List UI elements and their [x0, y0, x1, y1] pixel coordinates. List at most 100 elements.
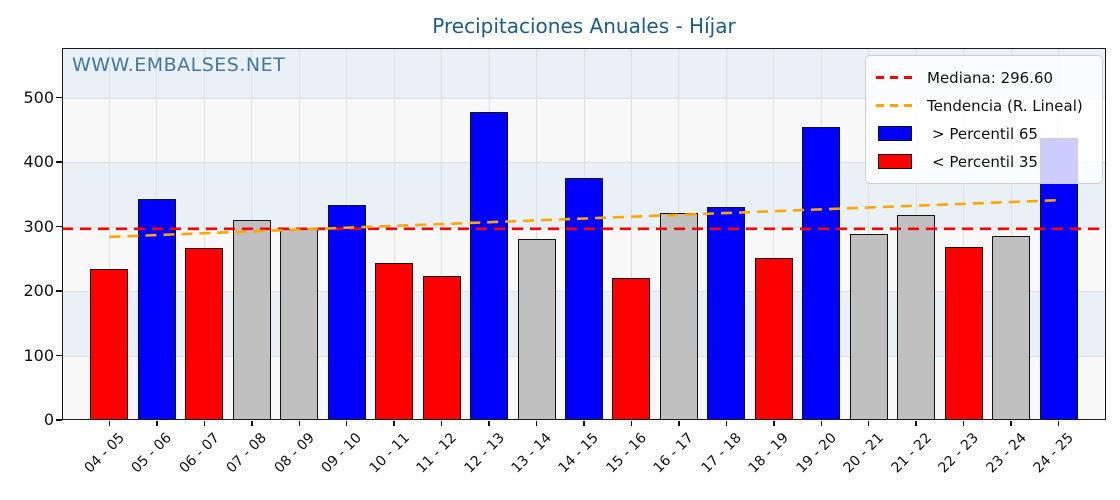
- x-tick-label: 08 - 09: [271, 430, 318, 477]
- x-tick-label: 05 - 06: [128, 430, 176, 477]
- x-tick: [108, 421, 111, 426]
- x-tick-label: 18 - 19: [745, 430, 793, 477]
- y-tick: [56, 161, 62, 163]
- x-tick-label: 14 - 15: [555, 430, 603, 477]
- x-tick: [203, 421, 206, 426]
- legend-rect-swatch: [878, 154, 912, 169]
- x-tick: [393, 421, 395, 426]
- v-gridline: [108, 48, 110, 420]
- v-gridline: [536, 48, 538, 420]
- bar-18-19: [754, 257, 793, 420]
- bar-22-23: [944, 247, 983, 420]
- legend-label: Tendencia (R. Lineal): [927, 96, 1083, 115]
- x-tick: [346, 421, 348, 426]
- x-tick: [535, 421, 538, 426]
- x-tick: [251, 421, 253, 426]
- y-tick-label: 100: [23, 345, 54, 365]
- v-gridline: [773, 48, 775, 420]
- x-tick: [820, 421, 822, 426]
- bar-04-05: [90, 268, 129, 420]
- legend-label: < Percentil 35: [932, 152, 1038, 171]
- v-gridline: [963, 48, 965, 420]
- y-tick: [56, 354, 62, 357]
- y-tick-label: 0: [43, 410, 54, 429]
- y-tick-label: 300: [23, 216, 54, 236]
- v-gridline: [1010, 48, 1012, 420]
- x-tick-label: 07 - 08: [223, 430, 271, 477]
- bar-11-12: [422, 275, 461, 420]
- trend-line: [109, 198, 1059, 239]
- legend-item: < Percentil 35: [876, 150, 1092, 173]
- chart-title: Precipitaciones Anuales - Híjar: [432, 14, 736, 38]
- y-tick: [56, 96, 62, 99]
- x-tick-label: 11 - 12: [413, 430, 460, 477]
- x-tick: [962, 421, 965, 426]
- x-tick-label: 09 - 10: [318, 430, 366, 477]
- bar-08-09: [280, 229, 319, 420]
- x-tick: [868, 421, 870, 426]
- y-tick-label: 200: [23, 281, 54, 301]
- x-tick: [583, 421, 585, 426]
- x-tick: [773, 421, 775, 426]
- plot-area: WWW.EMBALSES.NET Mediana: 296.60 Tendenci…: [62, 48, 1106, 420]
- bar-16-17: [659, 213, 698, 420]
- legend-rect-swatch: [878, 126, 912, 141]
- bar-09-10: [327, 205, 366, 420]
- bar-06-07: [185, 247, 224, 420]
- x-tick-label: 15 - 16: [603, 430, 650, 477]
- x-tick: [1010, 421, 1012, 426]
- x-tick-label: 16 - 17: [650, 430, 698, 477]
- legend-item: Tendencia (R. Lineal): [876, 94, 1092, 117]
- bar-13-14: [517, 239, 556, 420]
- bar-20-21: [849, 233, 888, 420]
- legend: Mediana: 296.60 Tendencia (R. Lineal) > Pe…: [865, 55, 1103, 184]
- watermark-text: WWW.EMBALSES.NET: [72, 54, 286, 76]
- bar-17-18: [707, 206, 746, 420]
- x-tick-label: 20 - 21: [840, 430, 888, 477]
- x-tick: [630, 421, 633, 426]
- legend-label: > Percentil 65: [932, 124, 1038, 143]
- x-tick-label: 12 - 13: [461, 430, 508, 477]
- x-tick-label: 24 - 25: [1030, 430, 1077, 477]
- legend-item: > Percentil 65: [876, 122, 1092, 145]
- bar-07-08: [232, 219, 271, 420]
- x-tick-label: 21 - 22: [888, 430, 935, 477]
- y-tick: [56, 225, 62, 228]
- x-tick-label: 23 - 24: [983, 430, 1030, 477]
- bar-24-25: [1039, 138, 1078, 420]
- x-tick-label: 19 - 20: [793, 430, 840, 477]
- bar-15-16: [612, 277, 651, 420]
- x-tick: [440, 421, 443, 426]
- legend-dash-swatch: [876, 104, 914, 107]
- x-tick-label: 04 - 05: [81, 430, 128, 477]
- v-gridline: [630, 48, 632, 420]
- x-tick-label: 06 - 07: [176, 430, 223, 477]
- bar-23-24: [992, 235, 1031, 420]
- x-tick: [488, 421, 490, 426]
- x-tick: [915, 421, 917, 426]
- x-tick: [156, 421, 158, 426]
- bar-12-13: [470, 112, 509, 420]
- x-tick: [298, 421, 300, 426]
- y-tick-label: 500: [23, 87, 54, 107]
- y-tick: [56, 290, 62, 292]
- x-tick: [678, 421, 680, 426]
- bar-21-22: [897, 214, 936, 420]
- x-tick-label: 17 - 18: [698, 430, 745, 477]
- x-tick-label: 10 - 11: [366, 430, 413, 477]
- y-tick: [56, 419, 62, 421]
- v-gridline: [393, 48, 395, 420]
- x-tick-label: 22 - 23: [935, 430, 982, 477]
- reference-lines-layer: [62, 198, 1106, 239]
- x-tick: [1057, 421, 1060, 426]
- x-tick: [725, 421, 728, 426]
- v-gridline: [441, 48, 443, 420]
- bar-10-11: [375, 263, 414, 420]
- y-tick-label: 400: [23, 152, 54, 172]
- legend-item: Mediana: 296.60: [876, 66, 1092, 89]
- x-tick-label: 13 - 14: [508, 430, 555, 477]
- legend-label: Mediana: 296.60: [927, 68, 1054, 87]
- bar-19-20: [802, 126, 841, 420]
- legend-dash-swatch: [876, 76, 914, 79]
